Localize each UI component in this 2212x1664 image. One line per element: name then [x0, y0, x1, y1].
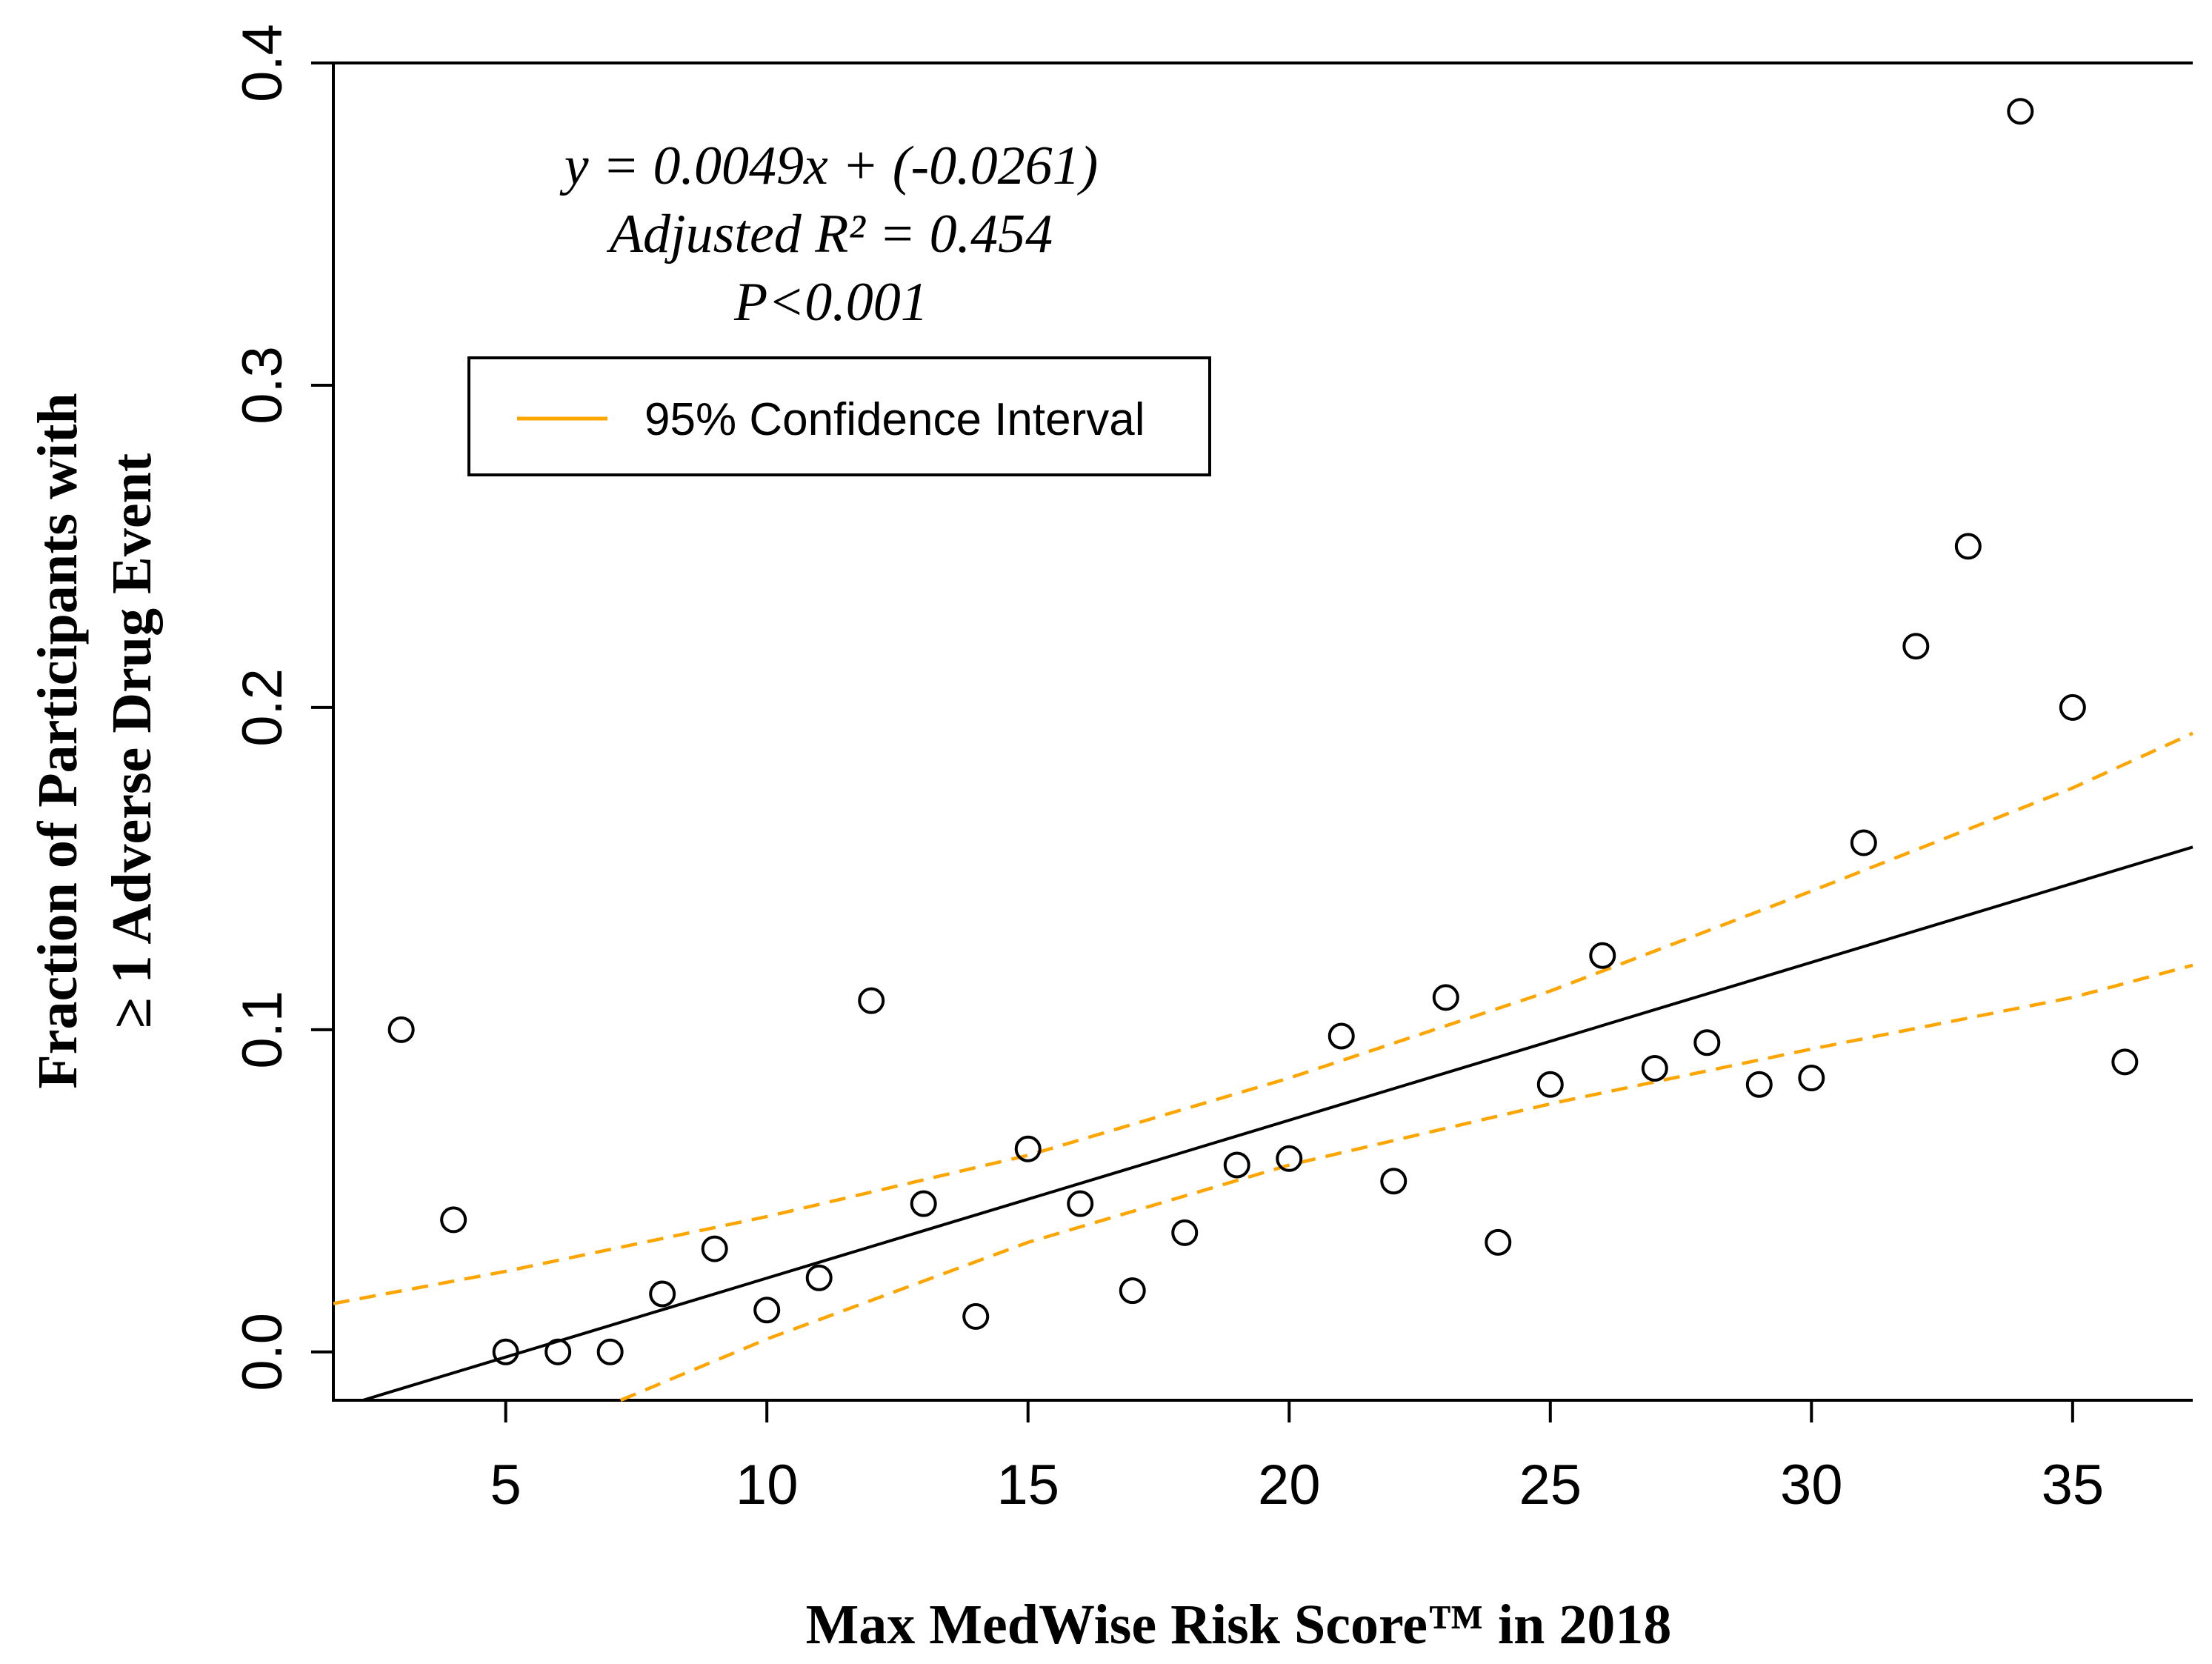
data-point	[910, 1190, 937, 1217]
x-tick-label: 15	[996, 1454, 1059, 1517]
data-point	[1589, 942, 1616, 969]
data-point	[440, 1206, 467, 1234]
data-point	[1850, 829, 1877, 856]
data-point	[2007, 98, 2034, 125]
data-point	[753, 1297, 781, 1324]
x-tick-label: 5	[490, 1454, 522, 1517]
legend-label-ci: 95% Confidence Interval	[644, 394, 1145, 445]
data-point	[1798, 1065, 1825, 1092]
data-point	[1693, 1029, 1721, 1056]
data-point	[1327, 1022, 1355, 1050]
y-tick-label: 0.0	[231, 1313, 294, 1391]
data-point	[962, 1302, 990, 1330]
data-point	[2059, 693, 2086, 721]
data-point	[1223, 1151, 1250, 1179]
data-point	[805, 1264, 833, 1291]
y-axis: 0.0 0.1 0.2 0.3 0.4	[231, 24, 333, 1391]
data-point	[649, 1280, 676, 1308]
data-point	[1119, 1277, 1146, 1305]
data-point	[387, 1016, 415, 1043]
legend: 95% Confidence Interval	[467, 356, 1211, 476]
x-tick-label: 30	[1780, 1454, 1843, 1517]
y-tick-label: 0.4	[231, 24, 294, 102]
y-tick-label: 0.1	[231, 991, 294, 1069]
data-point	[1276, 1145, 1303, 1172]
regression-line-group	[362, 845, 2193, 1402]
y-tick-label: 0.3	[231, 346, 294, 425]
data-point	[1171, 1219, 1199, 1246]
data-point	[596, 1338, 624, 1365]
x-tick-label: 25	[1519, 1454, 1582, 1517]
x-tick-label: 20	[1258, 1454, 1321, 1517]
x-tick-label: 35	[2042, 1454, 2105, 1517]
data-point	[1014, 1135, 1042, 1162]
data-point	[2111, 1048, 2139, 1076]
data-point	[1745, 1071, 1773, 1098]
regression-annotation: y = 0.0049x + (-0.0261) Adjusted R² = 0.…	[559, 136, 1099, 333]
data-point	[1641, 1055, 1668, 1082]
legend-box	[467, 356, 1211, 476]
data-point	[1902, 633, 1930, 660]
y-axis-title-line-2: ≥ 1 Adverse Drug Event	[101, 453, 163, 1028]
x-axis-title: Max MedWise Risk Score™ in 2018	[806, 1594, 1672, 1656]
data-point	[1380, 1168, 1408, 1195]
x-axis: 5 10 15 20 25 30 35	[490, 1400, 2105, 1517]
data-point	[1485, 1228, 1512, 1256]
regression-line	[362, 845, 2193, 1402]
y-axis-title-line-1: Fraction of Participants with	[27, 393, 89, 1088]
x-tick-label: 10	[736, 1454, 799, 1517]
data-point	[858, 987, 885, 1014]
y-tick-label: 0.2	[231, 668, 294, 747]
data-point	[1432, 984, 1459, 1011]
adjusted-r-squared: Adjusted R² = 0.454	[606, 204, 1053, 264]
data-point	[492, 1338, 519, 1365]
p-value: P<0.001	[733, 272, 928, 333]
regression-equation: y = 0.0049x + (-0.0261)	[559, 136, 1099, 196]
data-point	[1067, 1190, 1094, 1217]
plot-frame	[332, 61, 2193, 1402]
data-points	[387, 98, 2139, 1365]
data-point	[1536, 1071, 1564, 1098]
data-point	[701, 1235, 728, 1262]
data-point	[544, 1338, 572, 1365]
data-point	[1954, 533, 1982, 560]
